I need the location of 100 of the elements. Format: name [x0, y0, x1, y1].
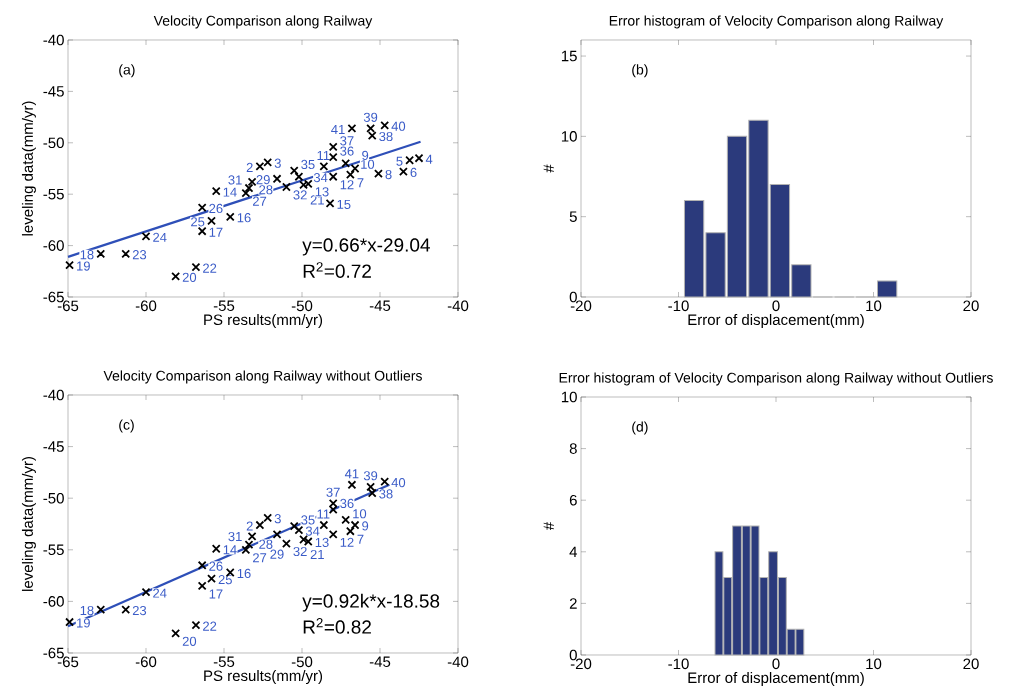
point	[121, 605, 131, 615]
annotation: 26	[209, 203, 223, 214]
point	[350, 164, 360, 173]
annotation: (a)	[119, 64, 135, 78]
annotation: (d)	[632, 421, 648, 435]
annotation: 23	[132, 250, 147, 260]
y-tick-label: -40	[43, 389, 64, 401]
annotation: 24	[153, 232, 167, 242]
annotation: 13	[315, 537, 329, 548]
point	[141, 231, 151, 241]
annotation: 27	[253, 196, 267, 206]
annotation: 13	[315, 187, 329, 197]
point	[341, 158, 351, 168]
point	[328, 498, 338, 508]
y-tick-label: 15	[561, 50, 577, 62]
annotation: 2	[246, 162, 253, 172]
chart-title: Error histogram of Velocity Comparison along Railway	[609, 15, 944, 29]
point	[374, 169, 383, 179]
annotation: 14	[223, 187, 237, 197]
annotation: 31	[228, 531, 242, 542]
point	[247, 177, 257, 187]
annotation: 9	[362, 150, 369, 160]
x-tick-label: -50	[291, 300, 313, 312]
y-tick-label: -50	[43, 492, 64, 504]
y-tick-label: -55	[43, 188, 64, 200]
point	[303, 179, 313, 189]
y-tick-label: 8	[569, 443, 577, 454]
y-axis-title: leveling data(mm/yr)	[21, 101, 36, 236]
point	[328, 529, 338, 539]
annotation: 28	[259, 185, 273, 195]
annotation: 10	[361, 159, 375, 169]
point	[211, 544, 221, 554]
annotation: 11	[317, 509, 330, 519]
point	[398, 167, 408, 177]
point	[197, 226, 207, 236]
point	[197, 560, 207, 570]
point	[367, 131, 377, 141]
x-axis-title: PS results(mm/yr)	[204, 314, 323, 328]
point	[255, 162, 265, 171]
point	[319, 520, 329, 530]
y-axis-title: #	[543, 521, 554, 531]
annotation: 27	[253, 553, 267, 563]
point	[345, 526, 355, 536]
annotation: 25	[191, 217, 205, 227]
x-axis-title: PS results(mm/yr)	[204, 670, 323, 684]
x-tick-label: 0	[772, 658, 780, 670]
annotation: 32	[293, 546, 307, 557]
annotation: 11	[317, 151, 330, 160]
annotation: 3	[274, 514, 281, 524]
point	[65, 260, 74, 270]
annotation: 21	[310, 549, 324, 559]
x-tick-label: -50	[291, 656, 313, 668]
annotation: 10	[353, 509, 367, 519]
point	[294, 525, 304, 535]
x-tick-label: -10	[668, 300, 689, 312]
annotation: 7	[357, 534, 364, 544]
chart-title: Error histogram of Velocity Comparison along Railway without Outliers	[559, 372, 993, 386]
y-tick-label: -45	[43, 86, 64, 97]
x-tick-label: -60	[135, 300, 157, 312]
x-axis-title: Error of displacement(mm)	[688, 314, 864, 328]
point	[272, 174, 282, 184]
x-tick-label: -10	[668, 658, 689, 670]
x-tick-label: -40	[447, 656, 469, 668]
y-tick-label: -45	[43, 441, 64, 452]
point	[281, 182, 291, 192]
point	[367, 488, 377, 498]
point	[255, 520, 265, 530]
annotation: 14	[223, 545, 237, 555]
point	[244, 183, 254, 193]
x-tick-label: 10	[866, 658, 882, 670]
y-tick-label: 10	[561, 391, 577, 403]
point	[96, 605, 106, 615]
x-axis-title: Error of displacement(mm)	[688, 672, 864, 686]
point	[207, 216, 216, 226]
annotation: 19	[77, 618, 90, 628]
y-tick-label: 4	[569, 546, 578, 557]
x-tick-label: -45	[369, 656, 391, 667]
annotation: 39	[363, 112, 378, 122]
point	[380, 477, 390, 487]
point	[341, 515, 351, 525]
chart-title: Velocity Comparison along Railway without Outliers	[103, 370, 422, 384]
point	[289, 166, 299, 175]
x-tick-label: 20	[963, 658, 979, 670]
point	[272, 529, 282, 539]
annotation: 29	[256, 175, 270, 185]
point	[328, 142, 338, 152]
annotation: 17	[209, 589, 223, 599]
y-tick-label: -55	[43, 544, 64, 556]
annotation: 25	[218, 574, 232, 585]
annotation: 23	[132, 605, 147, 616]
annotation: (b)	[632, 64, 648, 78]
annotation: 31	[228, 175, 242, 185]
point	[366, 123, 376, 133]
point	[380, 120, 390, 130]
annotation: 37	[326, 487, 340, 497]
point	[366, 482, 376, 492]
x-tick-label: -45	[369, 300, 391, 311]
x-tick-label: 20	[963, 300, 979, 312]
annotation: 36	[340, 498, 354, 509]
point	[191, 262, 201, 272]
